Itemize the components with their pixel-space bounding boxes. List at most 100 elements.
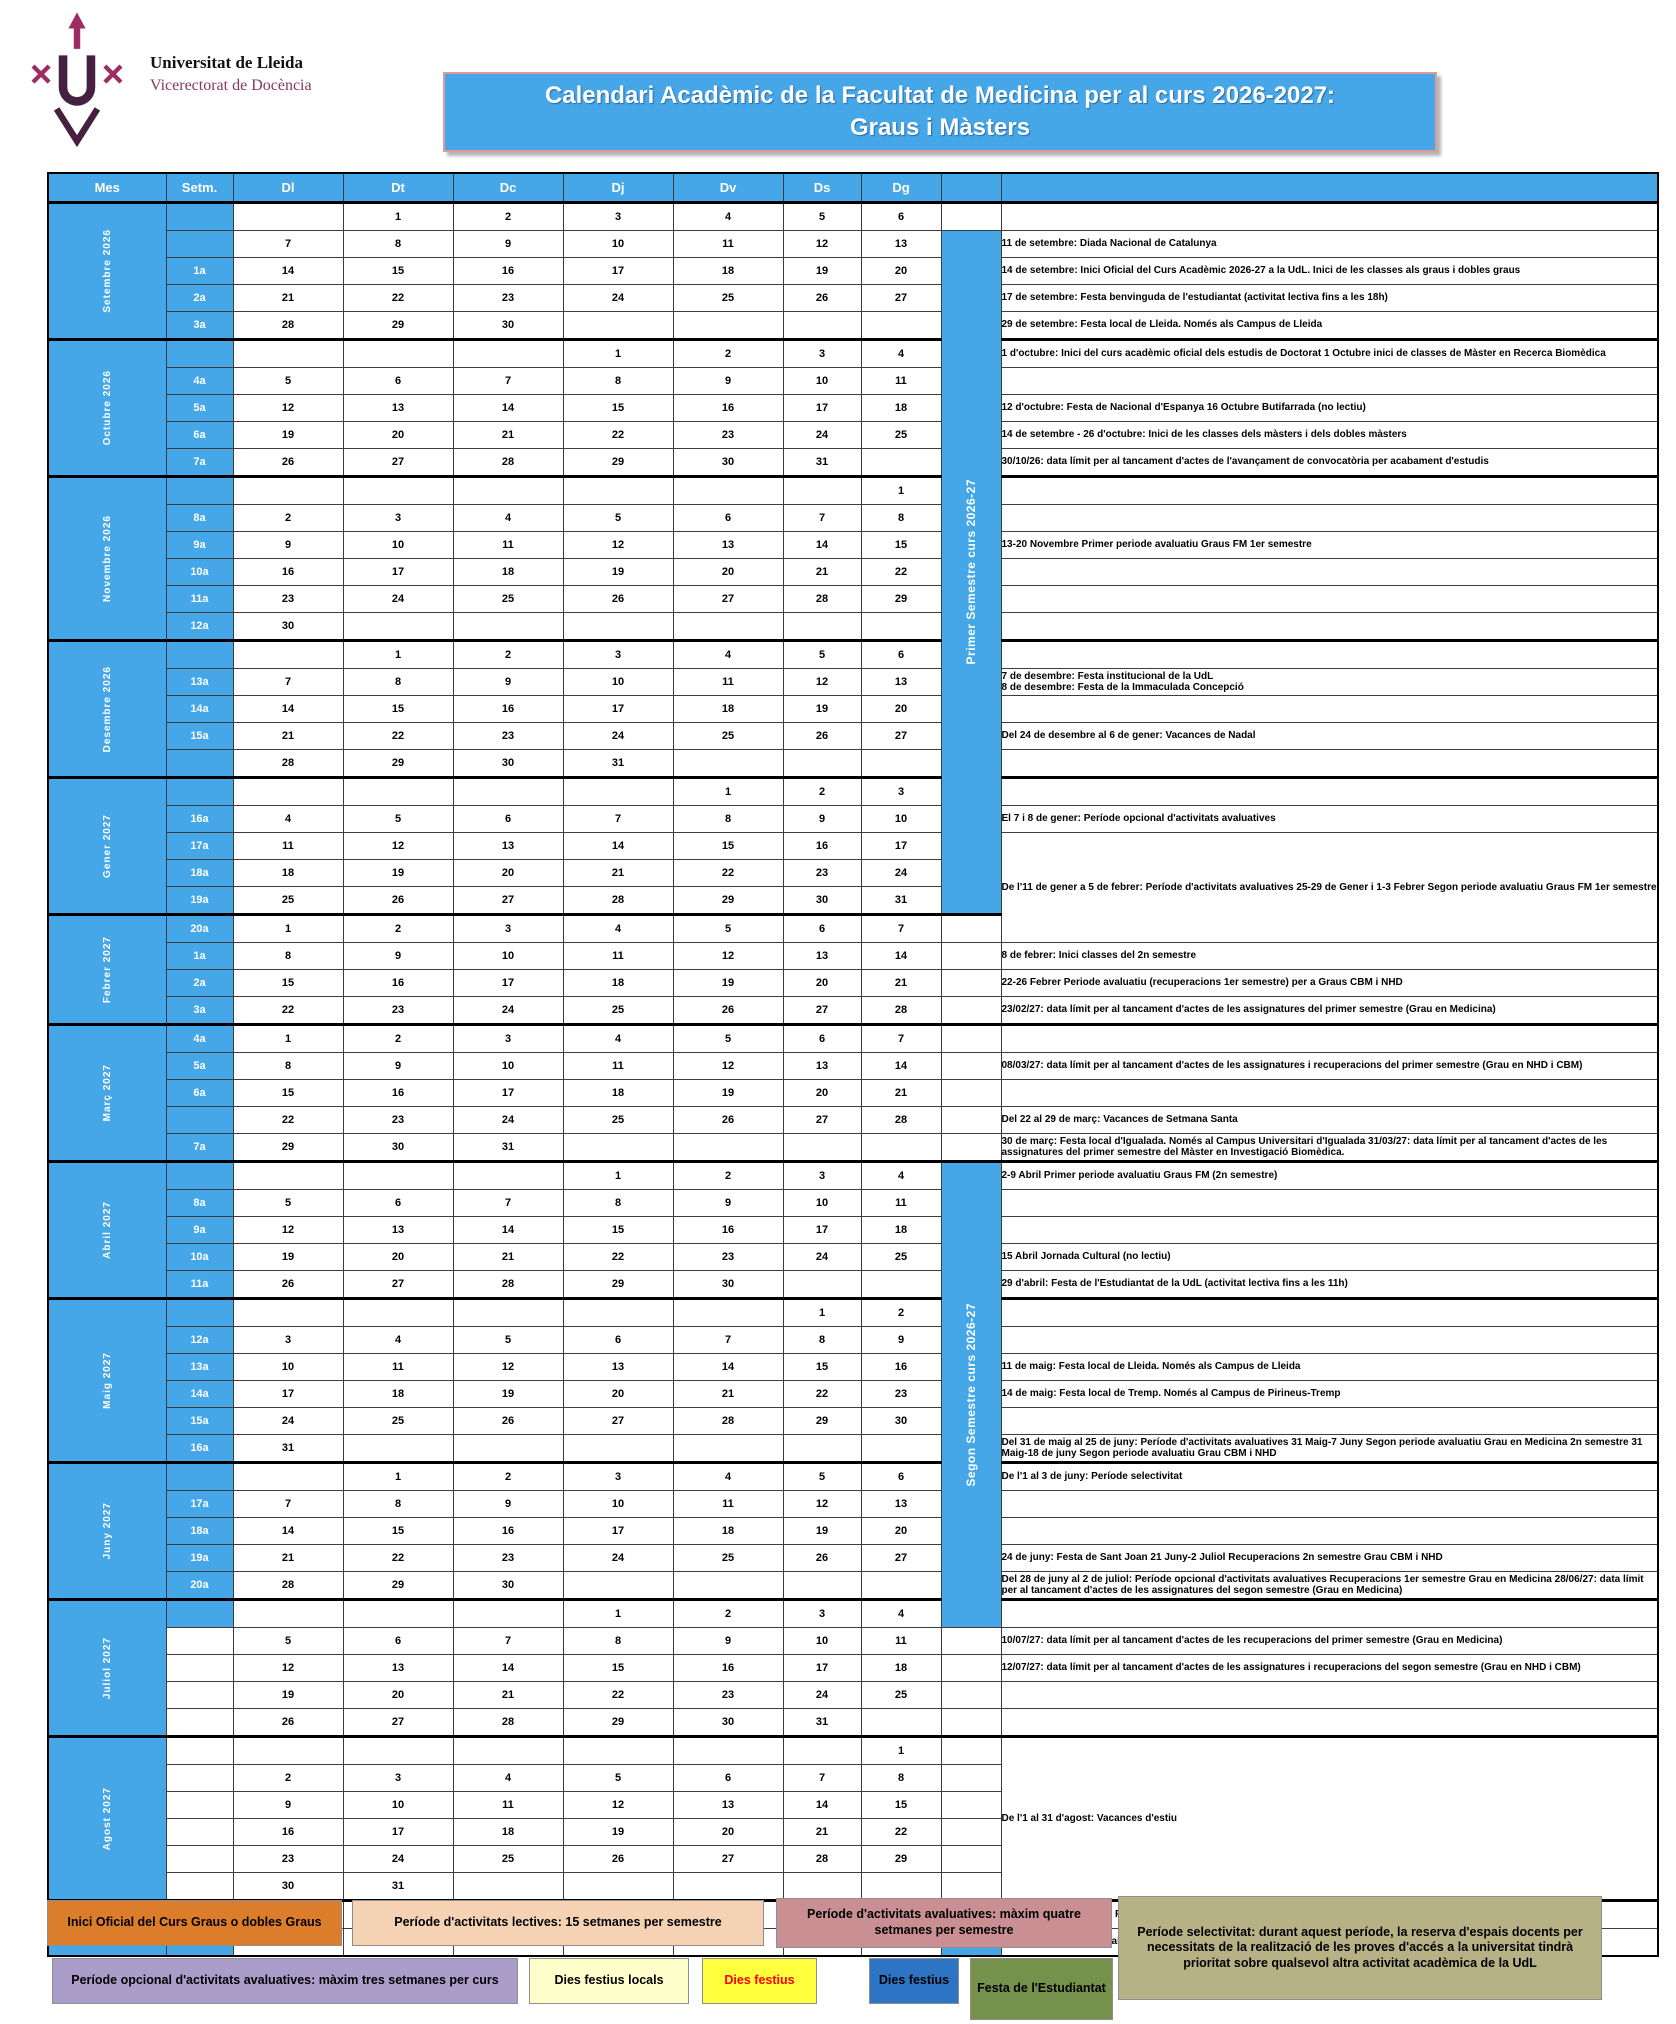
day-cell: 25 [452,1845,564,1873]
day-cell: 26 [232,1270,344,1299]
day-cell [342,338,454,368]
day-cell: 1 [232,913,344,943]
day-cell: 8 [562,1189,674,1217]
day-cell: 30 [672,1270,784,1299]
day-cell: 14 [232,257,344,285]
day-cell [232,776,344,806]
day-cell: 30 [452,1571,564,1600]
week-number: 4a [165,367,234,395]
day-cell: 25 [562,996,674,1025]
semester-band [940,1052,1002,1080]
calendar-row: 22 23 24 25 26 27 28 Del 22 al 29 de març: Vaca… [48,1106,1659,1134]
day-cell: 30 [232,1872,344,1901]
week-number: 13a [165,668,234,696]
day-cell: 7 [452,367,564,395]
day-cell: 9 [452,668,564,696]
day-cell: 24 [342,585,454,613]
day-cell: 5 [562,504,674,532]
day-cell: 28 [232,749,344,778]
semester-band [940,1735,1002,1765]
day-cell [342,776,454,806]
day-cell: 20 [342,421,454,449]
semester-band [940,913,1002,943]
note-cell [1000,1517,1659,1545]
day-cell: 31 [782,448,862,477]
day-cell [860,1434,942,1463]
week-number [165,1598,234,1628]
week-number [165,475,234,505]
day-cell: 18 [232,859,344,887]
day-cell [672,749,784,778]
semester-band [940,942,1002,970]
day-cell: 18 [452,1818,564,1846]
day-cell [782,1434,862,1463]
semester-band [940,1079,1002,1107]
day-cell [452,1160,564,1190]
day-cell: 20 [860,1517,942,1545]
semester-band [940,1654,1002,1682]
day-cell: 26 [782,284,862,312]
week-number [165,1681,234,1709]
day-cell: 5 [562,1764,674,1792]
day-cell [860,749,942,778]
day-cell: 27 [342,448,454,477]
day-cell: 8 [860,1764,942,1792]
day-cell [860,1270,942,1299]
day-cell: 18 [562,969,674,997]
day-cell: 21 [452,1681,564,1709]
day-cell: 12 [452,1353,564,1381]
day-cell: 3 [342,504,454,532]
day-cell: 11 [232,832,344,860]
semester-band: Segon Semestre curs 2026-27 [940,1160,1002,1628]
day-cell: 9 [860,1326,942,1354]
calendar-row: Maig 2027 1 2 [47,1297,1659,1463]
note-cell: 8 de febrer: Inici classes del 2n semest… [1000,942,1659,970]
day-cell [782,1133,862,1162]
day-cell: 30 [452,311,564,340]
day-cell: 16 [452,1517,564,1545]
month-label: Octubre 2026 [47,338,167,477]
calendar-row: 7a 26 27 28 29 30 31 30/10/26: data límit per a… [48,448,1659,477]
day-cell: 17 [232,1380,344,1408]
day-cell: 23 [672,1243,784,1271]
day-cell: 6 [860,201,942,231]
week-number: 16a [165,805,234,833]
day-cell: 21 [782,1818,862,1846]
day-cell [672,1872,784,1901]
calendar-row: 30 31 [48,1872,1658,1901]
week-number: 19a [165,1544,234,1572]
page-title-line1: Calendari Acadèmic de la Facultat de Med… [544,81,1336,109]
day-cell: 24 [562,722,674,750]
day-cell: 4 [342,1326,454,1354]
day-cell [342,1160,454,1190]
semester-band [940,1764,1002,1792]
day-cell [562,1297,674,1327]
calendar-row: 19a 21 22 23 24 25 26 27 24 de juny: Festa de Sa… [48,1544,1659,1572]
note-cell: 11 de maig: Festa local de Lleida. Només… [1000,1353,1659,1381]
day-cell: 10 [342,1791,454,1819]
day-cell: 3 [782,1598,862,1628]
day-cell: 9 [672,1627,784,1655]
week-number [165,1818,234,1846]
day-cell: 18 [672,695,784,723]
calendar-row: Gener 2027 1 2 3 [47,776,1659,915]
col-header-dg: Dg [860,172,942,203]
day-cell: 15 [782,1353,862,1381]
day-cell: 4 [562,1023,674,1053]
day-cell: 11 [860,1627,942,1655]
day-cell: 17 [452,969,564,997]
day-cell: 20 [782,1079,862,1107]
day-cell: 30 [782,886,862,915]
note-cell [1000,475,1659,505]
day-cell: 5 [672,1023,784,1053]
day-cell: 26 [672,1106,784,1134]
day-cell: 10 [342,531,454,559]
day-cell: 28 [860,996,942,1025]
day-cell: 22 [860,1818,942,1846]
note-cell [1000,504,1659,532]
month-label: Abril 2027 [47,1160,167,1299]
day-cell: 25 [860,421,942,449]
day-cell: 8 [562,367,674,395]
calendar-row: 2a 15 16 17 18 19 20 21 22-26 Febrer Periode ava… [48,969,1659,997]
week-number: 11a [165,585,234,613]
